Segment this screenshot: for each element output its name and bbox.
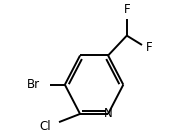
Text: N: N xyxy=(104,107,113,120)
Text: Cl: Cl xyxy=(39,120,51,133)
Text: F: F xyxy=(124,3,130,16)
Text: Br: Br xyxy=(27,78,40,91)
Text: F: F xyxy=(146,41,152,54)
